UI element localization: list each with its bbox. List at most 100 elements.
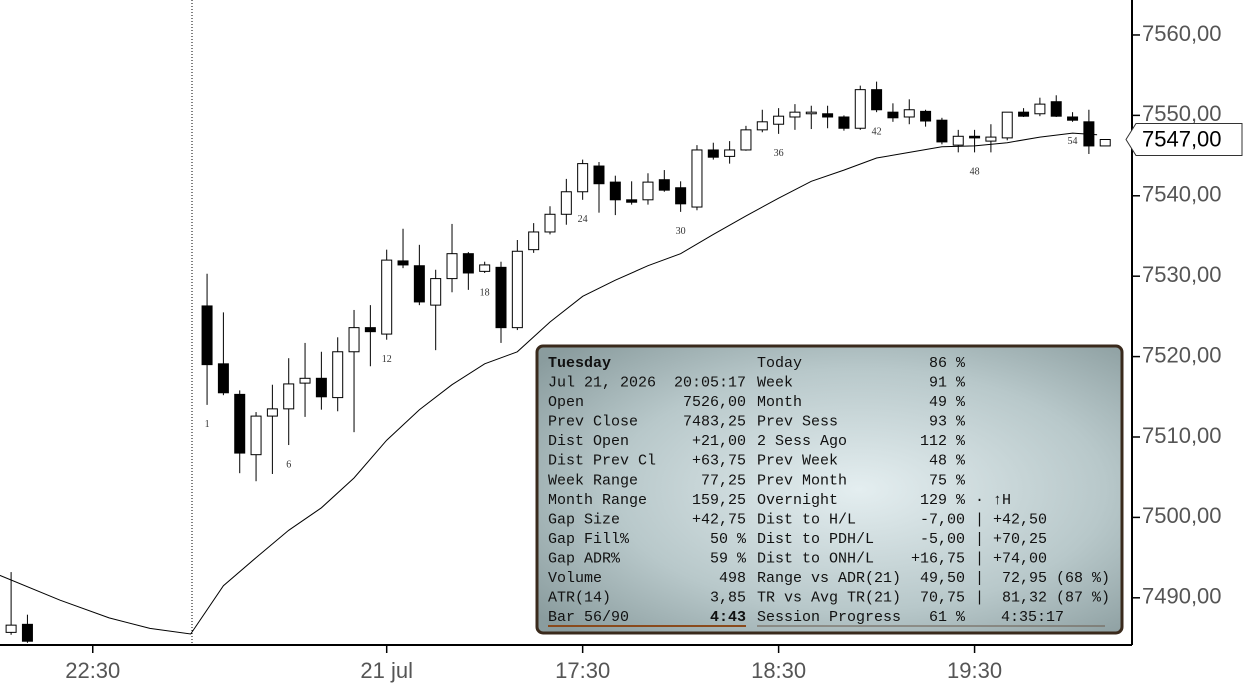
row-label: Range vs ADR(21) <box>757 570 901 587</box>
bar-number: 54 <box>1068 136 1078 147</box>
candle-body <box>381 259 393 335</box>
row-value: +16,75 <box>911 550 965 567</box>
candle-body <box>250 415 262 456</box>
row-value: 112 % <box>920 433 966 450</box>
candle-body <box>1018 111 1030 117</box>
row-label: Gap Fill% <box>548 531 630 548</box>
candle-body <box>1050 101 1062 117</box>
row-value: 7526,00 <box>683 394 746 411</box>
row-label: Week <box>757 375 793 392</box>
candle-body <box>217 363 229 394</box>
row-value: 48 % <box>929 453 966 470</box>
row-label: Prev Sess <box>757 414 838 431</box>
row-label: Dist Open <box>548 433 629 450</box>
row-label: Overnight <box>757 492 838 509</box>
candle-body <box>626 199 638 203</box>
candle-body <box>1001 111 1013 139</box>
y-tick-label: 7500,00 <box>1142 503 1222 528</box>
row-extra: | +74,00 <box>975 550 1047 567</box>
row-value: +63,75 <box>692 453 746 470</box>
candle-body <box>887 111 899 119</box>
candle-body <box>201 305 213 366</box>
candle-body <box>577 163 589 193</box>
candle-body <box>21 623 33 642</box>
moving-average <box>0 132 1098 635</box>
row-label: ATR(14) <box>548 590 611 607</box>
candle-body <box>789 111 801 118</box>
last-price-tag <box>1125 123 1243 157</box>
row-label: 2 Sess Ago <box>757 433 847 450</box>
candle-body <box>446 253 458 280</box>
candle-body <box>1099 139 1111 147</box>
row-label: Bar 56/90 <box>548 609 629 626</box>
candle-body <box>822 113 834 118</box>
candle-body <box>560 191 572 215</box>
candle-body <box>740 129 752 151</box>
row-label: Dist to H/L <box>757 511 856 528</box>
row-value: 50 % <box>710 531 747 548</box>
axes: 7490,00 7500,00 7510,00 7520,00 7530,00 7540,… <box>65 21 1243 683</box>
y-tick-label: 7490,00 <box>1142 584 1222 609</box>
candle-body <box>691 149 703 208</box>
row-label: Prev Month <box>757 472 847 489</box>
row-extra: | 81,32 (87 %) <box>975 590 1110 607</box>
y-tick-label: 7530,00 <box>1142 262 1222 287</box>
row-value: +21,00 <box>692 433 746 450</box>
candle-body <box>1083 121 1095 147</box>
candle-body <box>511 250 523 329</box>
bar-number: 30 <box>676 226 686 237</box>
candle-body <box>756 121 768 131</box>
y-tick-label: 7560,00 <box>1142 21 1222 46</box>
candle-body <box>430 278 442 306</box>
last-price-label: 7547,00 <box>1142 126 1222 151</box>
candle-body <box>642 181 654 201</box>
x-tick-label: 17:30 <box>555 658 610 683</box>
row-label: Open <box>548 394 584 411</box>
row-value: 70,75 <box>920 590 965 607</box>
candle-body <box>348 327 360 353</box>
row-label: Gap ADR% <box>548 550 621 567</box>
candle-body <box>479 264 491 272</box>
row-label: Week Range <box>548 472 638 489</box>
candle-body <box>544 213 556 233</box>
candle-body <box>969 135 981 139</box>
row-value: 77,25 <box>701 472 746 489</box>
candle-body <box>1034 103 1046 115</box>
candle-body <box>805 111 817 115</box>
row-value: 59 % <box>710 550 747 567</box>
row-label: Volume <box>548 570 602 587</box>
row-value: +42,75 <box>692 511 746 528</box>
candle-body <box>936 119 948 143</box>
panel-background <box>535 344 1124 635</box>
candle-body <box>773 115 785 125</box>
candle-body <box>332 351 344 399</box>
row-label: Tuesday <box>548 355 611 372</box>
row-value: 61 % <box>929 609 966 626</box>
row-value: 498 <box>719 570 746 587</box>
candle-body <box>593 165 605 185</box>
row-label: Jul 21, 2026 <box>548 375 656 392</box>
candle-body <box>985 136 997 142</box>
row-label: Prev Week <box>757 453 838 470</box>
bar-number: 6 <box>286 459 291 470</box>
row-value: 20:05:17 <box>674 375 746 392</box>
y-tick-label: 7520,00 <box>1142 342 1222 367</box>
bar-number: 42 <box>872 126 882 137</box>
row-value: 93 % <box>929 414 966 431</box>
row-label: Dist to ONH/L <box>757 550 874 567</box>
candle-body <box>266 408 278 417</box>
bar-number: 48 <box>970 167 980 178</box>
candle-body <box>952 135 964 146</box>
bar-number: 36 <box>774 148 784 159</box>
x-tick-label: 22:30 <box>65 658 120 683</box>
candle-body <box>903 109 915 118</box>
x-tick-label: 19:30 <box>947 658 1002 683</box>
row-label: Today <box>757 355 802 372</box>
row-label: Gap Size <box>548 511 620 528</box>
row-value: 86 % <box>929 355 966 372</box>
row-value: 129 % <box>920 492 966 509</box>
row-label: Prev Close <box>548 414 638 431</box>
candle-body <box>1067 116 1079 121</box>
candle-body <box>838 116 850 129</box>
